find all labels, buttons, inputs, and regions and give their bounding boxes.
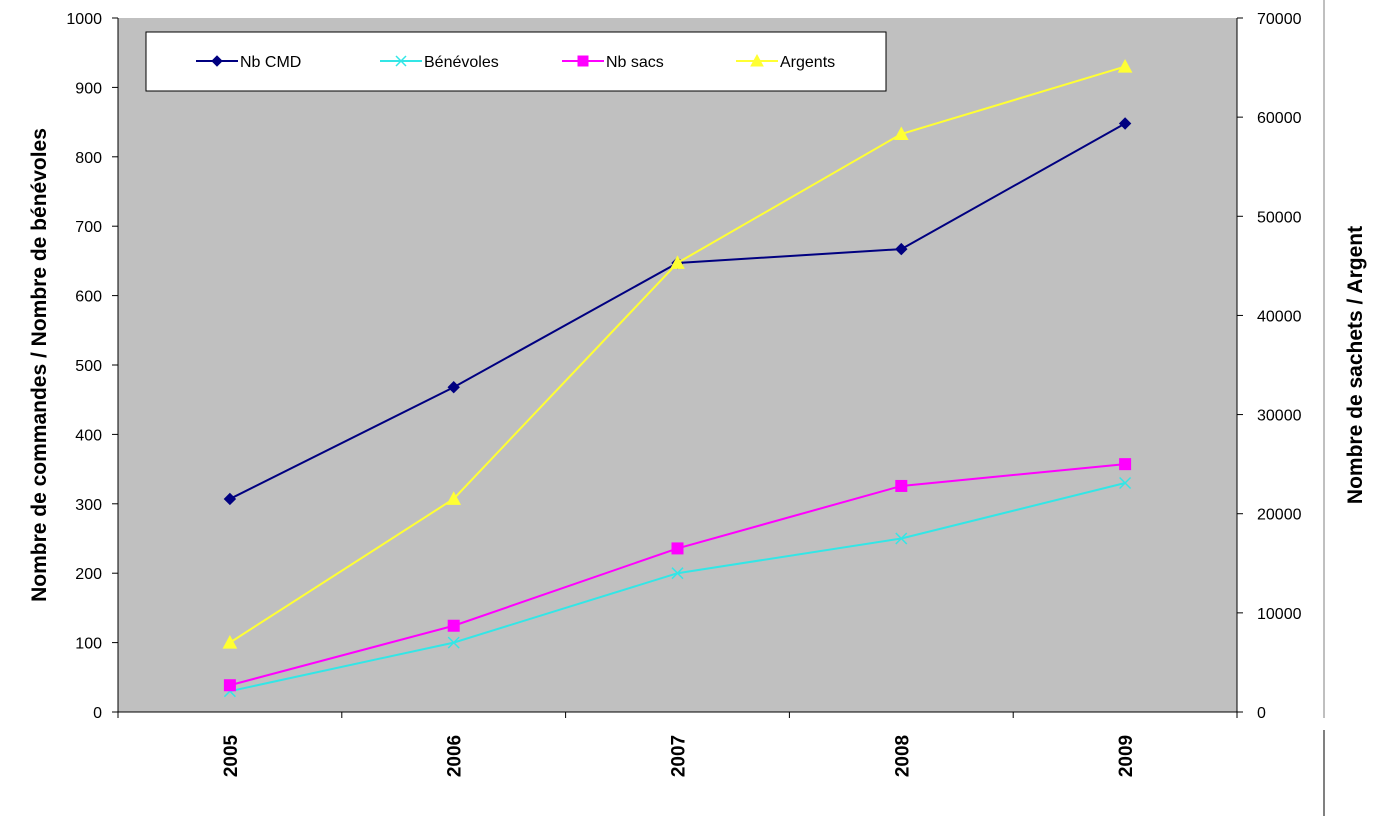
left-tick-label: 100	[75, 636, 102, 653]
right-tick-label: 0	[1257, 705, 1266, 722]
left-tick-label: 300	[75, 497, 102, 514]
data-point	[671, 567, 684, 580]
x-category-label: 2007	[669, 735, 690, 777]
data-point	[670, 255, 685, 269]
legend-label: Bénévoles	[424, 54, 499, 71]
legend-marker	[577, 55, 589, 67]
plot-area	[118, 18, 1237, 712]
series-nb-sacs	[223, 458, 1132, 692]
left-axis-title: Nombre de commandes / Nombre de bénévole…	[28, 128, 51, 602]
right-tick-label: 20000	[1257, 507, 1302, 524]
left-tick-label: 1000	[66, 11, 102, 28]
data-point	[1119, 476, 1132, 490]
x-category-label: 2008	[892, 735, 913, 777]
data-point	[222, 635, 238, 649]
data-point	[895, 242, 908, 256]
data-point	[447, 381, 460, 394]
data-point	[895, 479, 908, 492]
x-category-label: 2009	[1116, 735, 1137, 777]
x-category-label: 2006	[445, 735, 466, 777]
right-tick-label: 30000	[1257, 408, 1302, 425]
right-tick-label: 50000	[1257, 209, 1302, 226]
data-point	[671, 542, 684, 555]
legend-item: Nb sacs	[562, 54, 664, 71]
left-tick-label: 800	[75, 150, 102, 167]
data-point	[446, 491, 462, 505]
data-point	[1117, 59, 1133, 73]
left-tick-label: 900	[75, 80, 102, 97]
right-axis-title: Nombre de sachets / Argent	[1344, 226, 1367, 504]
x-axis: 2005 2006 2007 2008 2009	[117, 711, 1238, 777]
right-tick-label: 40000	[1257, 308, 1302, 325]
series-b-n-voles	[223, 476, 1132, 698]
legend-item: Argents	[736, 53, 835, 71]
right-tick-label: 70000	[1257, 11, 1302, 28]
data-point	[223, 679, 236, 692]
legend-label: Argents	[780, 54, 835, 71]
legend-item: Nb CMD	[196, 54, 301, 71]
left-tick-label: 600	[75, 289, 102, 306]
left-tick-label: 700	[75, 219, 102, 236]
left-tick-label: 200	[75, 566, 102, 583]
series-layer	[222, 59, 1133, 698]
legend-marker	[395, 55, 407, 67]
data-point	[447, 636, 460, 649]
data-point	[895, 532, 908, 545]
x-category-label: 2005	[221, 734, 242, 777]
series-argents	[222, 59, 1133, 649]
left-tick-label: 400	[75, 427, 102, 444]
legend-marker	[211, 55, 223, 67]
right-y-axis: 0 10000 20000 30000 40000 50000 60000 70000	[1236, 11, 1302, 722]
legend-marker	[750, 53, 764, 67]
data-point	[893, 126, 909, 140]
data-point	[223, 492, 237, 506]
left-tick-label: 500	[75, 358, 102, 375]
data-point	[1118, 117, 1132, 130]
left-y-axis: 0 100 200 300 400 500 600 700 800 900 1000	[66, 11, 119, 722]
legend-label: Nb sacs	[606, 54, 664, 71]
right-tick-label: 10000	[1257, 606, 1302, 623]
data-point	[447, 619, 460, 632]
legend: Nb CMD Bénévoles Nb sacs Argents	[145, 31, 887, 92]
data-point	[1119, 458, 1132, 471]
legend-label: Nb CMD	[240, 54, 301, 71]
right-tick-label: 60000	[1257, 110, 1302, 127]
legend-item: Bénévoles	[380, 54, 499, 71]
left-tick-label: 0	[93, 705, 102, 722]
